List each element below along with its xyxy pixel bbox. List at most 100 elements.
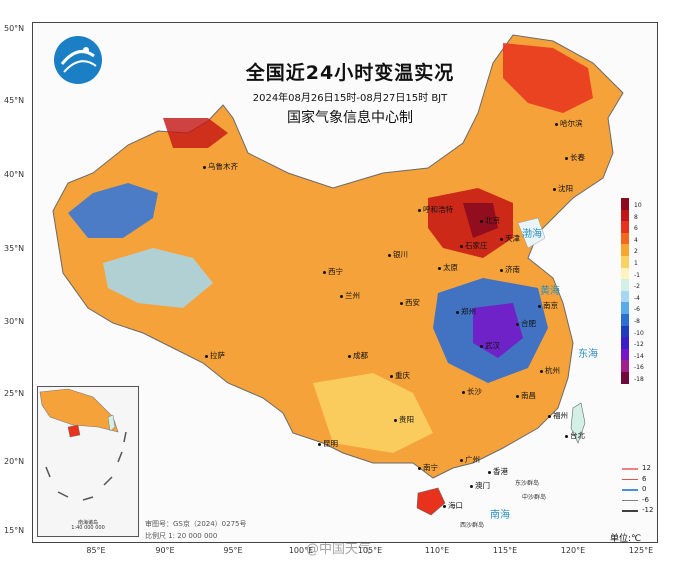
legend-label: 8: [634, 213, 638, 221]
lon-label: 125°E: [628, 546, 654, 555]
city-label: 广州: [460, 454, 480, 465]
legend-label: -4: [634, 294, 640, 302]
isoline-label: 12: [642, 464, 651, 472]
legend-row: 4: [621, 232, 661, 245]
south-china-sea-inset: [37, 386, 139, 537]
legend-label: 6: [634, 225, 638, 233]
lon-label: 110°E: [424, 546, 450, 555]
legend-row: -4: [621, 290, 661, 303]
legend-swatch: [621, 290, 629, 303]
city-label: 拉萨: [205, 350, 225, 361]
watermark: @中国天气: [306, 542, 372, 557]
legend-swatch: [621, 267, 629, 280]
legend-row: 2: [621, 244, 661, 256]
legend-label: -16: [634, 364, 644, 372]
legend-label: -1: [634, 271, 640, 279]
isoline-row: -12: [618, 505, 668, 516]
legend-label: -18: [634, 375, 644, 383]
cool-region-tibet: [103, 248, 213, 308]
hot-region-northwest: [163, 118, 228, 148]
map-frame: [32, 22, 658, 543]
island-label: 东沙群岛: [515, 480, 540, 487]
island-label: 中沙群岛: [522, 494, 547, 501]
color-legend: 10 8 6 4 2 1 -1 -2 -4 -6 -8 -10 -12 -14 -16 -18: [621, 198, 661, 384]
city-label: 西安: [400, 297, 420, 308]
city-label: 沈阳: [553, 183, 573, 194]
island-label: 西沙群岛: [460, 522, 485, 529]
legend-row: -8: [621, 313, 661, 326]
legend-label: -12: [634, 341, 644, 349]
lat-label: 45°N: [4, 96, 25, 105]
legend-row: -12: [621, 337, 661, 349]
city-label: 福州: [548, 410, 568, 421]
lat-label: 40°N: [4, 170, 25, 179]
legend-swatch: [621, 313, 629, 326]
legend-label: 10: [634, 202, 642, 209]
legend-label: 2: [634, 248, 638, 256]
city-label: 成都: [348, 350, 368, 361]
city-label: 杭州: [540, 365, 560, 376]
isoline-swatch: [622, 510, 638, 512]
isoline-swatch: [622, 499, 638, 501]
lon-label: 95°E: [223, 546, 243, 555]
city-label: 长春: [565, 152, 585, 163]
legend-swatch: [621, 244, 629, 256]
mild-region-south: [313, 373, 433, 453]
sea-label: 渤海: [522, 229, 542, 240]
city-label: 呼和浩特: [418, 204, 453, 215]
legend-swatch: [621, 337, 629, 349]
legend-swatch: [621, 221, 629, 233]
city-label: 南京: [538, 300, 558, 311]
map-issuer: 国家气象信息中心制: [287, 110, 413, 126]
map-scale: 比例尺 1: 20 000 000: [145, 532, 218, 540]
city-label: 海口: [443, 500, 463, 511]
city-label: 郑州: [456, 306, 476, 317]
legend-row: 6: [621, 221, 661, 233]
city-label: 贵阳: [394, 414, 414, 425]
isoline-label: -6: [642, 495, 649, 504]
legend-row: -6: [621, 302, 661, 314]
legend-row: -16: [621, 360, 661, 372]
hainan-island: [416, 487, 446, 516]
inset-name: 南海诸岛: [77, 520, 98, 526]
isoline-label: 6: [642, 474, 647, 483]
isoline-row: 12: [618, 463, 668, 474]
city-label: 昆明: [318, 438, 338, 449]
city-label: 哈尔滨: [555, 118, 583, 129]
sea-label: 黄海: [540, 286, 560, 297]
inset-map: [39, 388, 127, 501]
inset-scale: 1:40 000 000: [71, 525, 105, 531]
lat-label: 35°N: [4, 244, 25, 253]
legend-swatch: [621, 209, 629, 222]
lat-label: 25°N: [4, 389, 25, 398]
city-label: 石家庄: [460, 240, 488, 251]
sea-label: 东海: [578, 349, 598, 360]
bohai-sea: [517, 217, 546, 249]
isoline-label: -12: [642, 506, 654, 514]
isoline-row: -6: [618, 495, 668, 506]
legend-row: 8: [621, 209, 661, 222]
temperature-change-map: [52, 34, 624, 516]
legend-swatch: [621, 325, 629, 338]
city-label: 北京: [480, 215, 500, 226]
lon-label: 120°E: [560, 546, 586, 555]
isoline-label: 0: [642, 485, 647, 493]
city-label: 西宁: [323, 266, 343, 277]
city-label: 澳门: [470, 480, 490, 491]
lat-label: 20°N: [4, 457, 25, 466]
legend-swatch: [621, 232, 629, 245]
isoline-row: 6: [618, 474, 668, 485]
map-approval-number: 审图号：GS京（2024）0275号: [145, 520, 247, 528]
lon-label: 100°E: [288, 546, 314, 555]
legend-label: 4: [634, 236, 638, 244]
lon-label: 105°E: [357, 546, 383, 555]
legend-swatch: [621, 198, 629, 210]
city-label: 兰州: [340, 290, 360, 301]
city-label: 太原: [438, 262, 458, 273]
map-subtitle: 2024年08月26日15时-08月27日15时 BJT: [252, 93, 448, 104]
city-label: 天津: [500, 233, 520, 244]
lat-label: 50°N: [4, 24, 25, 33]
lon-label: 90°E: [155, 546, 175, 555]
legend-row: 10: [621, 198, 661, 210]
legend-row: -14: [621, 348, 661, 361]
